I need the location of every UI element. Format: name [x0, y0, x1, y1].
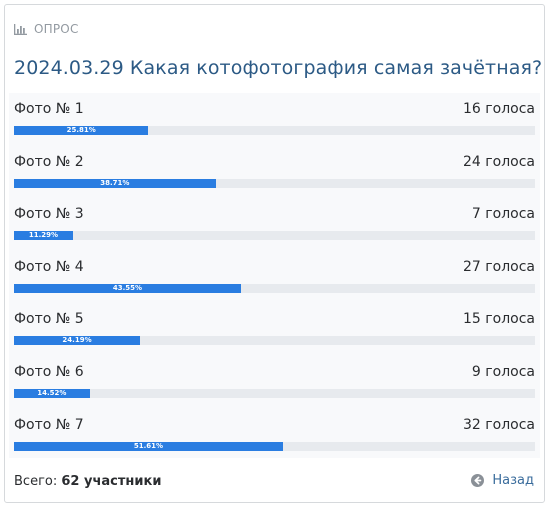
- option-percent: 51.61%: [133, 442, 164, 450]
- option-label: Фото № 2: [14, 154, 84, 170]
- poll-option: Фото № 3 7 голоса 11.29%: [14, 200, 535, 240]
- poll-option: Фото № 4 27 голоса 43.55%: [14, 253, 535, 293]
- poll-option: Фото № 5 15 голоса 24.19%: [14, 305, 535, 345]
- option-bar-fill: 24.19%: [14, 336, 141, 345]
- option-percent: 11.29%: [28, 231, 58, 239]
- option-percent: 38.71%: [100, 179, 130, 187]
- option-votes: 9 голоса: [471, 364, 535, 380]
- option-label: Фото № 5: [14, 311, 84, 327]
- option-percent: 14.52%: [37, 389, 67, 397]
- option-bar-track: 24.19%: [14, 336, 535, 345]
- total-count: 62 участники: [61, 474, 162, 489]
- option-bar-fill: 14.52%: [14, 389, 90, 398]
- back-link[interactable]: Назад: [471, 473, 534, 488]
- option-votes: 16 голоса: [463, 101, 535, 117]
- option-votes: 32 голоса: [463, 417, 535, 433]
- poll-option: Фото № 7 32 голоса 51.61%: [14, 411, 535, 451]
- poll-option: Фото № 2 24 голоса 38.71%: [14, 148, 535, 188]
- option-bar-track: 11.29%: [14, 231, 535, 240]
- option-label: Фото № 6: [14, 364, 84, 380]
- arrow-left-circle-icon: [471, 474, 485, 487]
- option-votes: 7 голоса: [471, 206, 535, 222]
- option-label: Фото № 4: [14, 259, 84, 275]
- option-bar-track: 38.71%: [14, 179, 535, 188]
- option-label: Фото № 7: [14, 417, 84, 433]
- poll-card: ОПРОС 2024.03.29 Какая котофотография са…: [4, 4, 545, 503]
- option-bar-fill: 38.71%: [14, 179, 216, 188]
- option-bar-track: 51.61%: [14, 442, 535, 451]
- option-bar-track: 25.81%: [14, 126, 535, 135]
- poll-option: Фото № 1 16 голоса 25.81%: [14, 95, 535, 135]
- option-bar-fill: 43.55%: [14, 284, 241, 293]
- poll-kicker: ОПРОС: [34, 22, 79, 36]
- option-bar-track: 14.52%: [14, 389, 535, 398]
- option-bar-fill: 25.81%: [14, 126, 149, 135]
- poll-total: Всего: 62 участники: [14, 474, 161, 489]
- option-label: Фото № 3: [14, 206, 84, 222]
- option-percent: 24.19%: [62, 336, 92, 344]
- option-votes: 24 голоса: [463, 154, 535, 170]
- option-bar-fill: 11.29%: [14, 231, 73, 240]
- option-percent: 43.55%: [112, 284, 143, 292]
- poll-options: Фото № 1 16 голоса 25.81% Фото № 2 24 го…: [9, 93, 540, 458]
- total-label: Всего:: [14, 474, 58, 489]
- bar-chart-icon: [14, 23, 27, 35]
- back-label: Назад: [492, 473, 534, 488]
- option-bar-fill: 51.61%: [14, 442, 283, 451]
- option-bar-track: 43.55%: [14, 284, 535, 293]
- option-percent: 25.81%: [66, 126, 96, 134]
- poll-header: ОПРОС: [14, 21, 79, 37]
- option-votes: 15 голоса: [463, 311, 535, 327]
- poll-option: Фото № 6 9 голоса 14.52%: [14, 358, 535, 398]
- poll-title: 2024.03.29 Какая котофотография самая за…: [14, 57, 543, 79]
- option-votes: 27 голоса: [463, 259, 535, 275]
- option-label: Фото № 1: [14, 101, 84, 117]
